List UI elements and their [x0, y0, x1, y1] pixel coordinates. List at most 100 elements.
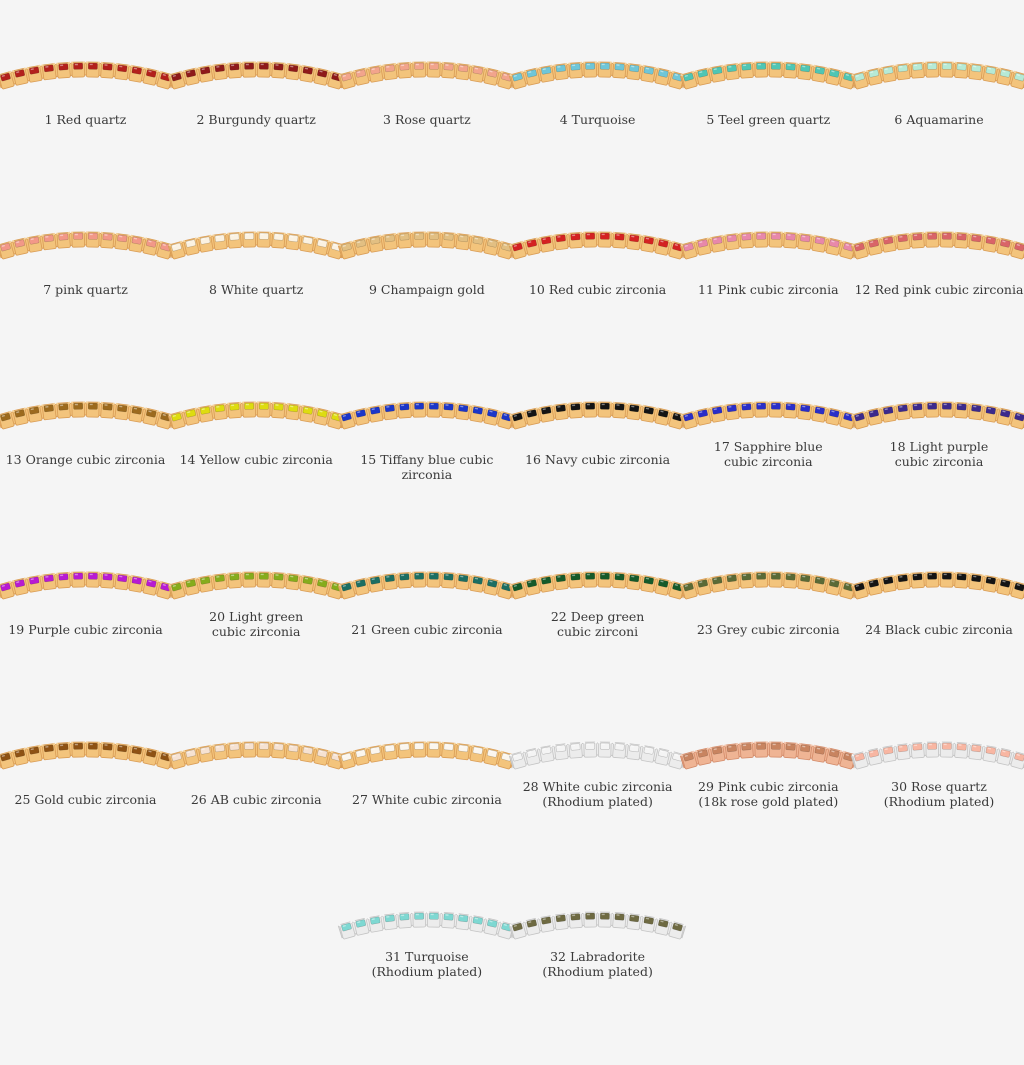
gem-setting — [553, 403, 569, 420]
gemstone — [897, 235, 907, 242]
gemstone — [459, 745, 469, 752]
gemstone — [956, 233, 966, 240]
gem-highlight — [743, 235, 746, 237]
swatch-label: 15 Tiffany blue cubic zirconia — [341, 452, 512, 482]
gem-setting — [797, 403, 813, 420]
gem-setting — [270, 62, 285, 79]
gemstone — [73, 403, 82, 409]
gemstone — [756, 573, 765, 579]
gemstone — [29, 577, 39, 585]
gem-setting — [724, 403, 740, 420]
swatch-item: 6 Aquamarine — [854, 55, 1024, 215]
gemstone — [644, 917, 654, 925]
gemstone — [215, 65, 225, 72]
gem-highlight — [231, 65, 234, 67]
gemstone — [771, 233, 780, 239]
gem-highlight — [75, 64, 78, 65]
gem-setting — [85, 401, 100, 417]
gemstone — [586, 403, 595, 409]
gem-highlight — [401, 65, 404, 67]
gem-setting — [256, 61, 271, 77]
gemstone — [727, 405, 737, 412]
gem-setting — [427, 61, 442, 77]
gemstone — [942, 573, 951, 579]
swatch-item: 14 Yellow cubic zirconia — [171, 395, 342, 555]
bracelet-image — [341, 735, 512, 835]
gemstone — [473, 407, 483, 415]
gemstone — [415, 233, 424, 239]
gemstone — [985, 407, 995, 415]
gemstone — [415, 403, 424, 409]
gemstone — [927, 63, 936, 69]
gemstone — [444, 913, 454, 920]
gem-highlight — [958, 404, 961, 406]
gem-setting — [553, 63, 569, 80]
gem-highlight — [416, 404, 419, 405]
gem-highlight — [75, 574, 78, 575]
gem-highlight — [617, 744, 620, 746]
gem-highlight — [602, 64, 605, 65]
gem-highlight — [260, 234, 263, 235]
gem-highlight — [75, 234, 78, 235]
gemstone — [273, 63, 283, 70]
gem-highlight — [416, 744, 419, 745]
gemstone — [600, 63, 609, 69]
gemstone — [556, 235, 566, 242]
bracelet-image — [171, 225, 342, 325]
gem-highlight — [758, 574, 761, 575]
gem-setting — [598, 401, 613, 417]
gem-setting — [797, 573, 813, 590]
gemstone — [556, 575, 566, 582]
gemstone — [541, 747, 551, 755]
gem-setting — [612, 912, 627, 929]
gemstone — [956, 63, 966, 70]
gemstone — [229, 403, 239, 410]
gemstone — [259, 403, 268, 409]
gem-setting — [71, 61, 86, 77]
gemstone — [444, 573, 454, 580]
gem-highlight — [572, 745, 575, 747]
swatch-item: 22 Deep green cubic zirconi — [512, 565, 683, 725]
gem-highlight — [587, 744, 590, 745]
gem-highlight — [231, 575, 234, 577]
swatch-label: 25 Gold cubic zirconia — [0, 792, 171, 807]
bracelet-image — [171, 735, 342, 835]
gem-highlight — [958, 744, 961, 746]
gem-highlight — [617, 234, 620, 236]
gemstone — [586, 573, 595, 579]
gem-setting — [441, 742, 456, 759]
gem-highlight — [260, 574, 263, 575]
gem-setting — [100, 402, 115, 419]
gem-setting — [242, 571, 257, 587]
swatch-item: 16 Navy cubic zirconia — [512, 395, 683, 555]
gem-highlight — [602, 574, 605, 575]
gemstone — [815, 67, 825, 75]
bracelet-image — [0, 55, 171, 155]
gemstone — [629, 235, 639, 242]
swatch-item: 23 Grey cubic zirconia — [683, 565, 854, 725]
gemstone — [385, 745, 395, 752]
bracelet-image — [683, 225, 854, 325]
gemstone — [912, 573, 922, 580]
swatch-label: 24 Black cubic zirconia — [854, 622, 1024, 637]
swatch-label: 18 Light purple cubic zirconia — [854, 439, 1024, 469]
gem-highlight — [572, 915, 575, 917]
gemstone — [273, 403, 283, 410]
gem-setting — [85, 571, 100, 587]
gemstone — [741, 573, 751, 580]
gemstone — [815, 407, 825, 415]
gem-setting — [909, 742, 924, 759]
gemstone — [883, 407, 893, 415]
gem-highlight — [743, 745, 746, 747]
gemstone — [741, 233, 751, 240]
gem-highlight — [431, 404, 434, 405]
gem-highlight — [104, 404, 107, 406]
gem-setting — [626, 573, 642, 590]
gem-setting — [455, 743, 471, 760]
gem-setting — [212, 403, 228, 420]
gem-highlight — [928, 64, 931, 65]
gem-setting — [397, 742, 412, 759]
gemstone — [215, 575, 225, 582]
gemstone — [897, 65, 907, 72]
gem-setting — [441, 912, 456, 929]
